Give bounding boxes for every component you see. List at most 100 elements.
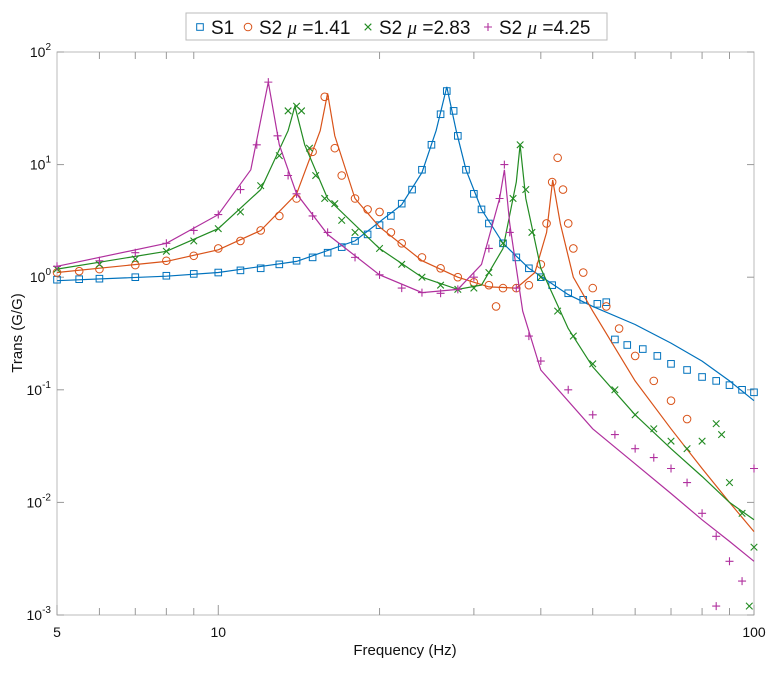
legend: S1 S2 μ =1.41 S2 μ =2.83 S2 μ =4.25 — [185, 12, 608, 41]
legend-item: S2 μ =2.83 — [364, 18, 470, 39]
marker-circle — [243, 22, 253, 32]
y-tick-label: 101 — [30, 155, 52, 173]
marker-circle — [397, 239, 407, 248]
marker-x — [470, 284, 478, 292]
y-tick-base: 10 — [27, 382, 43, 398]
marker-circle — [213, 244, 223, 253]
marker-plus — [536, 357, 545, 366]
marker-square — [397, 199, 406, 208]
marker-x — [516, 141, 524, 149]
marker-x — [528, 228, 536, 237]
legend-mu: μ — [527, 18, 538, 39]
marker-square — [95, 274, 104, 283]
marker-x — [436, 281, 445, 289]
marker-circle — [569, 244, 578, 253]
marker-x — [275, 151, 284, 160]
marker-plus — [214, 210, 223, 219]
marker-square — [427, 140, 436, 149]
marker-square — [131, 273, 140, 281]
marker-plus — [631, 444, 640, 453]
plot-area — [52, 78, 758, 611]
marker-circle — [436, 263, 445, 273]
marker-x — [569, 332, 578, 340]
marker-x — [667, 437, 675, 445]
fit-curve — [56, 93, 755, 532]
y-tick-exponent: -1 — [42, 380, 51, 391]
marker-circle — [320, 92, 329, 102]
marker-x — [537, 273, 545, 281]
marker-square — [196, 23, 204, 31]
marker-square — [537, 273, 545, 281]
legend-mu: μ — [407, 18, 418, 39]
y-tick-exponent: 1 — [45, 155, 51, 166]
marker-circle — [484, 280, 494, 290]
y-tick-base: 10 — [30, 44, 46, 60]
marker-x — [589, 360, 597, 368]
marker-x — [398, 260, 406, 269]
marker-plus — [649, 453, 658, 462]
legend-item: S1 — [196, 18, 234, 39]
marker-square — [442, 87, 451, 95]
marker-plus — [500, 160, 509, 169]
marker-square — [189, 270, 198, 278]
marker-x — [162, 247, 171, 255]
marker-circle — [491, 302, 501, 311]
marker-plus — [436, 289, 445, 298]
marker-square — [525, 264, 533, 273]
marker-x — [351, 228, 359, 237]
marker-circle — [189, 251, 199, 261]
marker-plus — [292, 189, 301, 198]
marker-x — [750, 543, 758, 551]
x-tick-label: 10 — [210, 624, 226, 640]
marker-x — [257, 181, 265, 190]
marker-plus — [417, 288, 426, 297]
marker-plus — [236, 185, 245, 194]
marker-square — [593, 300, 602, 308]
marker-plus — [512, 284, 521, 293]
marker-x — [717, 430, 726, 439]
marker-plus — [131, 248, 140, 257]
y-tick-label: 100 — [30, 267, 52, 285]
legend-label: S2 μ =1.41 — [259, 18, 350, 39]
x-axis-label: Frequency (Hz) — [353, 642, 456, 659]
marker-circle — [542, 219, 551, 228]
legend-label: S2 μ =4.25 — [499, 18, 590, 39]
marker-plus — [750, 464, 758, 473]
marker-plus — [505, 228, 514, 237]
marker-circle — [588, 283, 598, 293]
y-tick-base: 10 — [30, 157, 46, 173]
legend-prefix: S2 — [259, 18, 288, 39]
marker-plus — [725, 557, 734, 566]
marker-square — [477, 205, 486, 214]
legend-item: S2 μ =4.25 — [484, 18, 590, 39]
marker-square — [667, 360, 675, 368]
y-tick-label: 102 — [30, 42, 52, 60]
y-axis-label: Trans (G/G) — [9, 293, 26, 372]
marker-plus — [453, 285, 462, 294]
marker-square — [323, 248, 332, 257]
marker-plus — [712, 532, 721, 541]
marker-x — [338, 216, 346, 225]
legend-prefix: S2 — [499, 18, 528, 39]
series-4 — [53, 78, 758, 611]
marker-plus — [351, 253, 360, 262]
marker-square — [214, 268, 223, 277]
marker-square — [623, 341, 632, 349]
marker-square — [564, 289, 573, 298]
marker-square — [408, 185, 416, 194]
marker-circle — [330, 143, 340, 153]
marker-x — [214, 224, 222, 233]
marker-square — [454, 132, 462, 140]
marker-x — [190, 237, 198, 245]
marker-x — [738, 509, 746, 518]
y-tick-base: 10 — [30, 269, 46, 285]
marker-x — [418, 273, 426, 281]
y-tick-base: 10 — [27, 607, 43, 623]
marker-circle — [337, 171, 347, 180]
marker-plus — [683, 478, 692, 487]
marker-plus — [738, 577, 747, 586]
marker-square — [725, 381, 734, 389]
y-tick-label: 10-3 — [27, 605, 52, 623]
